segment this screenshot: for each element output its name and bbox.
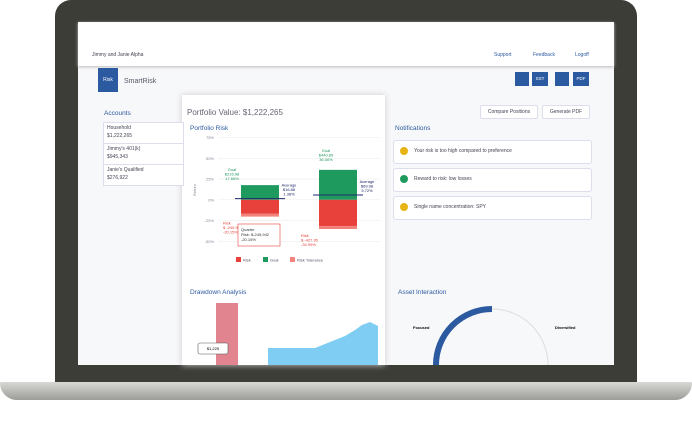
legend-label: Risk Tolerance: [297, 258, 324, 263]
account-name: Jimmy's 401(k): [107, 146, 141, 152]
nav-link[interactable]: Support: [494, 52, 512, 58]
account-card[interactable]: [103, 164, 184, 186]
button[interactable]: PDF: [573, 72, 589, 86]
y-axis-label: Return: [192, 184, 197, 196]
goal-bar: [241, 185, 279, 200]
notification: [393, 168, 592, 192]
account-value: $1,222,265: [107, 133, 133, 139]
icon-button[interactable]: [515, 72, 529, 86]
button[interactable]: SST: [532, 72, 548, 86]
portfolio-value: Portfolio Value: $1,222,265: [187, 108, 283, 117]
tooltip: $1,225: [207, 346, 220, 351]
section-title: Asset Interaction: [398, 289, 447, 296]
risk-label: -34.99%: [301, 242, 316, 247]
risk-bar: [241, 199, 279, 217]
risk-bar: [319, 199, 357, 229]
average-label: $69.98: [361, 184, 374, 189]
notification-text: Single name concentration: SPY: [414, 204, 486, 210]
y-tick-label: 75%: [206, 135, 214, 140]
y-tick-label: 0%: [208, 197, 214, 202]
goal-label: $440.85: [319, 152, 334, 157]
donut-track: [491, 308, 549, 366]
average-label: Average: [282, 183, 298, 188]
average-label: $16.88: [283, 187, 296, 192]
risk-label: $ -427.95: [301, 237, 319, 242]
notification-text: Reward to risk: low losses: [414, 176, 472, 182]
tooltip-text: -20.15%: [241, 237, 256, 242]
notification-icon: [400, 175, 408, 183]
legend-swatch: [290, 257, 295, 262]
average-label: 5.72%: [361, 188, 373, 193]
legend-label: Goal: [270, 258, 279, 263]
laptop-base: [0, 382, 692, 400]
section-title: Notifications: [395, 125, 431, 132]
notification-icon: [400, 203, 408, 211]
legend-swatch: [236, 257, 241, 262]
donut-label: Diversified: [555, 325, 576, 330]
account-value: $945,343: [107, 154, 128, 160]
risk-label: -20.15%: [223, 230, 238, 235]
risk-label: Risk: [301, 233, 309, 238]
account-name: Janie's Qualified: [107, 167, 144, 173]
y-tick-label: -50%: [205, 239, 215, 244]
nav-link[interactable]: Feedback: [533, 52, 555, 58]
button[interactable]: Generate PDF: [542, 105, 590, 119]
donut-arc: [433, 306, 493, 366]
icon-button[interactable]: [555, 72, 569, 86]
button[interactable]: Compare Positions: [480, 105, 538, 119]
goal-label: 36.06%: [319, 157, 333, 162]
goal-label: Goal: [228, 167, 237, 172]
card: [182, 95, 385, 365]
breadcrumb[interactable]: Jimmy and Janie Alpha: [92, 52, 144, 58]
account-name: Household: [107, 125, 131, 131]
section-title: Portfolio Risk: [190, 125, 229, 132]
drawdown-area: [268, 322, 378, 365]
legend-label: Risk: [243, 258, 251, 263]
nav-link[interactable]: Logoff: [575, 52, 589, 58]
goal-label: 17.66%: [225, 176, 239, 181]
y-tick-label: -25%: [205, 218, 215, 223]
top-bar: [78, 22, 614, 66]
risk-label: $ -245.95: [223, 225, 241, 230]
risk-tolerance-band: [319, 225, 357, 229]
tooltip-box: [197, 342, 229, 355]
y-tick-label: 25%: [206, 177, 214, 182]
donut-label: Focused: [413, 325, 430, 330]
risk-tolerance-band: [241, 213, 279, 217]
notification-text: Your risk is too high compared to prefer…: [414, 148, 512, 154]
tab[interactable]: Risk: [98, 68, 118, 92]
average-label: Average: [360, 179, 376, 184]
risk-label: Risk: [223, 221, 231, 226]
drawdown-bar: [216, 303, 238, 365]
tooltip-box: [237, 223, 281, 247]
average-label: 1.38%: [283, 192, 295, 197]
tooltip-text: Quarter: [241, 227, 255, 232]
page-title: SmartRisk: [124, 78, 157, 85]
goal-label: Goal: [322, 148, 331, 153]
notification: [393, 140, 592, 164]
notification: [393, 196, 592, 220]
legend-swatch: [263, 257, 268, 262]
section-title: Accounts: [104, 110, 131, 117]
notification-icon: [400, 147, 408, 155]
section-title: Drawdown Analysis: [190, 289, 247, 296]
account-value: $276,922: [107, 175, 128, 181]
y-tick-label: 50%: [206, 156, 214, 161]
goal-label: $216.98: [225, 172, 240, 177]
tooltip-text: Risk: $-245,942: [241, 232, 270, 237]
